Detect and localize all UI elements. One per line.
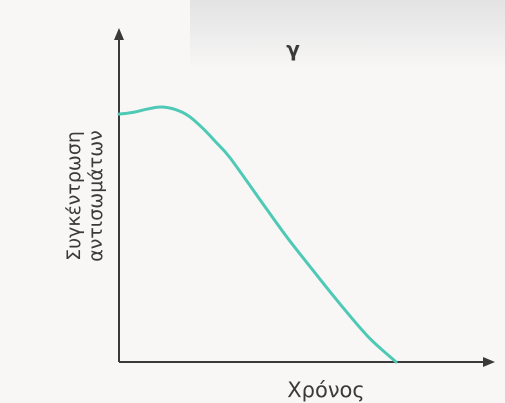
y-axis-label-line-1: Συγκέντρωση [63,131,85,261]
y-axis-arrowhead [114,28,124,40]
y-axis-label-line-2: αντισωμάτων [85,130,107,262]
series-line [117,105,398,364]
x-axis-arrowhead [483,357,495,367]
scan-shadow [190,0,505,70]
chart-title: γ [286,37,300,61]
axes [114,28,495,367]
x-axis-label: Χρόνος [287,378,364,402]
y-axis-label-group: Συγκέντρωση αντισωμάτων [63,130,107,262]
